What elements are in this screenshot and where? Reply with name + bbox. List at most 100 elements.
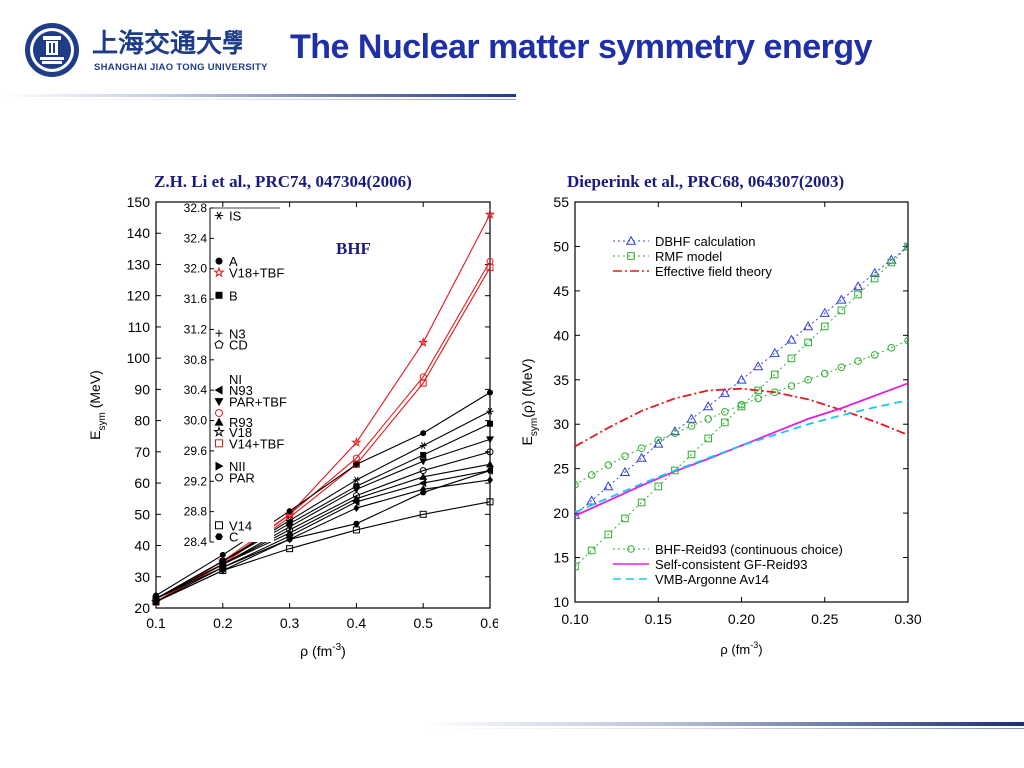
data-point	[353, 461, 360, 468]
data-point	[719, 387, 731, 397]
data-point	[604, 461, 613, 469]
left-reference: Z.H. Li et al., PRC74, 047304(2006)	[154, 172, 412, 191]
legend-marker	[627, 545, 635, 553]
x-tick-label: 0.1	[146, 615, 166, 631]
series-line	[575, 246, 908, 567]
data-point	[869, 267, 880, 277]
y-tick-label: 50	[553, 238, 569, 254]
data-point	[486, 467, 494, 474]
data-point	[820, 369, 829, 378]
inset-legend-label: N3	[229, 326, 246, 341]
data-point	[575, 480, 579, 489]
marker-stroke	[216, 211, 222, 220]
data-point	[486, 436, 494, 444]
bhf-symmetry-energy-chart: 0.1 0.2 0.3 0.4 0.5 0.6 20 30 40 50 60 70 80 90 100 110…	[87, 194, 498, 659]
y-tick-label: 35	[553, 372, 569, 388]
legend-marker	[627, 252, 635, 260]
y-tick-label: 80	[134, 413, 150, 429]
data-point	[619, 466, 631, 477]
data-point	[587, 471, 596, 479]
x-tick-label: 0.10	[561, 611, 588, 627]
data-point	[353, 483, 360, 490]
page-title: The Nuclear matter symmetry energy	[290, 28, 873, 66]
marker-stroke	[420, 442, 426, 449]
data-point	[152, 598, 160, 606]
data-point	[575, 562, 579, 571]
series-12	[152, 498, 494, 606]
inset-tick-label: 31.6	[184, 292, 208, 306]
data-point	[420, 451, 427, 458]
y-axis-label-end: (ρ) (MeV)	[519, 359, 535, 418]
data-point	[420, 430, 427, 437]
x-axis-label-end: )	[758, 642, 762, 657]
x-tick-label: 0.2	[213, 615, 233, 631]
data-point	[704, 415, 712, 423]
data-point	[603, 481, 614, 491]
data-point	[721, 407, 729, 416]
y-tick-label: 45	[553, 283, 569, 299]
data-point	[419, 489, 427, 496]
header-divider	[0, 94, 516, 97]
data-point	[804, 375, 812, 384]
series-1	[575, 242, 908, 571]
legend-label: DBHF calculation	[655, 234, 755, 249]
data-point	[487, 389, 493, 396]
inset-legend-label: B	[229, 288, 238, 303]
series-line	[155, 470, 491, 603]
data-point	[703, 401, 714, 411]
series-3	[575, 387, 908, 448]
marker-stroke	[487, 407, 493, 415]
data-point	[487, 420, 493, 427]
data-point	[286, 520, 293, 527]
x-tick-label: 0.6	[480, 615, 498, 631]
x-tick-label: 0.15	[645, 611, 672, 627]
data-point	[419, 472, 428, 480]
y-tick-label: 60	[134, 475, 150, 491]
data-point	[486, 407, 494, 415]
y-tick-label: 140	[127, 225, 151, 241]
series-line	[155, 463, 491, 600]
data-point	[721, 418, 729, 427]
footer-divider-thin	[424, 728, 1024, 729]
symmetry-energy-comparison-chart: 0.10 0.15 0.20 0.25 0.30 10 15 20 25 30 35 40 45 50 55…	[519, 194, 922, 657]
legend-label: Self-consistent GF-Reid93	[655, 557, 807, 572]
inset-legend-label: R93	[229, 415, 253, 430]
data-point	[286, 508, 293, 515]
data-point	[887, 343, 896, 352]
data-point	[621, 452, 629, 461]
legend-label: VMB-Argonne Av14	[655, 572, 769, 587]
data-point	[870, 351, 879, 359]
y-tick-label: 150	[127, 194, 151, 210]
data-point	[419, 479, 427, 488]
inset-legend-label: PAR	[229, 470, 255, 485]
data-point	[654, 436, 663, 445]
inset-legend-marker	[213, 425, 225, 437]
logo-chinese-name: 上海交通大學	[92, 26, 248, 59]
legend-label: BHF-Reid93 (continuous choice)	[655, 542, 843, 557]
x-tick-label: 0.4	[347, 615, 367, 631]
legend-label: RMF model	[655, 249, 722, 264]
x-tick-label: 0.5	[413, 615, 433, 631]
data-point	[352, 476, 360, 484]
data-point	[419, 379, 427, 387]
data-point	[419, 458, 428, 466]
inset-legend-marker	[215, 291, 223, 299]
y-axis-label-sub: sym	[529, 418, 540, 436]
data-point	[704, 434, 712, 443]
data-point	[419, 442, 427, 449]
data-point	[486, 498, 494, 506]
data-point	[417, 337, 429, 347]
inset-tick-label: 29.6	[184, 444, 208, 458]
y-tick-label: 30	[553, 416, 569, 432]
y-tick-label: 20	[134, 600, 150, 616]
data-point	[487, 475, 493, 484]
data-point	[771, 370, 779, 379]
series-4	[575, 382, 908, 517]
y-tick-label: 130	[127, 256, 151, 272]
y-tick-label: 30	[134, 569, 150, 585]
data-point	[587, 546, 596, 555]
data-point	[637, 498, 646, 507]
data-point	[352, 497, 360, 506]
data-point	[870, 274, 879, 283]
x-axis-label-text: ρ (fm	[720, 642, 750, 657]
